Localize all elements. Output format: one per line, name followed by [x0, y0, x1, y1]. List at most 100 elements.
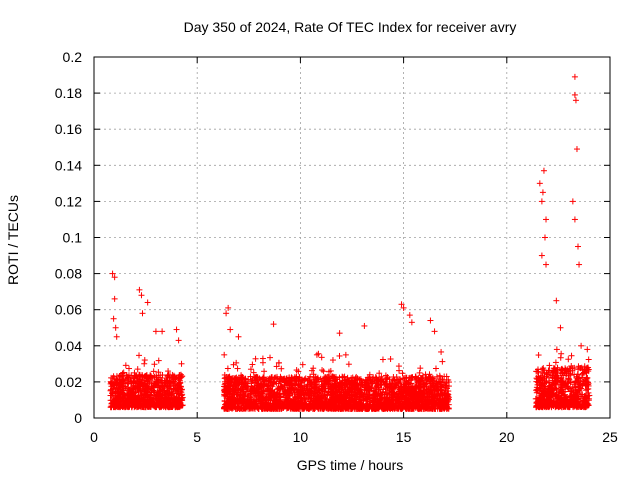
data-points — [107, 73, 593, 412]
data-point — [439, 358, 446, 365]
data-point — [126, 365, 133, 372]
data-point — [319, 367, 326, 374]
data-point — [267, 354, 274, 361]
y-tick-label: 0.1 — [63, 230, 83, 246]
data-point — [151, 361, 158, 368]
y-axis-label: ROTI / TECUs — [5, 195, 21, 285]
data-point — [252, 355, 259, 362]
data-point — [178, 373, 185, 380]
data-point — [558, 350, 565, 357]
data-point — [113, 333, 120, 340]
y-tick-label: 0.06 — [55, 302, 82, 318]
data-point — [152, 380, 159, 387]
data-point — [141, 357, 148, 364]
data-point — [345, 361, 352, 368]
data-point — [361, 322, 368, 329]
data-point — [571, 73, 578, 80]
data-point — [223, 310, 230, 317]
data-point — [535, 352, 542, 359]
data-point — [406, 312, 413, 319]
data-point — [173, 326, 180, 333]
axis-ticks — [93, 56, 611, 419]
data-point — [387, 355, 394, 362]
data-point — [175, 337, 182, 344]
data-point — [536, 180, 543, 187]
data-point — [247, 366, 254, 373]
x-tick-label: 10 — [293, 429, 309, 445]
data-point — [395, 363, 402, 370]
y-tick-label: 0.16 — [55, 121, 82, 137]
x-tick-label: 15 — [396, 429, 412, 445]
y-tick-label: 0.08 — [55, 266, 82, 282]
data-point — [152, 328, 159, 335]
y-tick-label: 0.02 — [55, 374, 82, 390]
data-point — [553, 346, 560, 353]
data-point — [336, 330, 343, 337]
data-point — [221, 351, 228, 358]
y-tick-label: 0.14 — [55, 157, 82, 173]
data-point — [110, 315, 117, 322]
data-point — [575, 243, 582, 250]
data-point — [259, 359, 266, 366]
x-tick-label: 20 — [499, 429, 515, 445]
data-point — [329, 357, 336, 364]
y-tick-label: 0 — [74, 410, 82, 426]
data-point — [438, 348, 445, 355]
data-point — [578, 342, 585, 349]
data-point — [315, 350, 322, 357]
data-point — [178, 360, 185, 367]
data-point — [136, 286, 143, 293]
data-point — [553, 297, 560, 304]
data-point — [112, 324, 119, 331]
data-point — [159, 328, 166, 335]
y-tick-label: 0.12 — [55, 193, 82, 209]
plot-frame — [93, 56, 611, 419]
data-point — [141, 360, 148, 367]
data-point — [431, 328, 438, 335]
chart-title: Day 350 of 2024, Rate Of TEC Index for r… — [184, 19, 517, 35]
data-point — [539, 189, 546, 196]
data-point — [427, 317, 434, 324]
data-point — [342, 351, 349, 358]
data-point — [538, 252, 545, 259]
data-point — [235, 333, 242, 340]
y-tick-label: 0.18 — [55, 85, 82, 101]
data-point — [144, 299, 151, 306]
data-point — [584, 346, 591, 353]
x-tick-label: 0 — [90, 429, 98, 445]
x-tick-label: 5 — [193, 429, 201, 445]
data-point — [543, 216, 550, 223]
data-point — [224, 365, 231, 372]
data-point — [261, 368, 268, 375]
y-tick-label: 0.04 — [55, 338, 82, 354]
data-point — [139, 310, 146, 317]
data-point — [569, 198, 576, 205]
x-axis-label: GPS time / hours — [297, 457, 404, 473]
data-point — [576, 261, 583, 268]
data-point — [565, 356, 572, 363]
data-point — [320, 368, 327, 375]
grid-lines — [94, 57, 610, 418]
x-tick-label: 25 — [602, 429, 618, 445]
data-point — [111, 295, 118, 302]
data-point — [552, 359, 559, 366]
data-point — [122, 362, 129, 369]
data-point — [572, 97, 579, 104]
data-point — [571, 216, 578, 223]
data-point — [543, 261, 550, 268]
data-point — [155, 357, 162, 364]
data-point — [571, 91, 578, 98]
data-point — [159, 372, 166, 379]
data-point — [336, 352, 343, 359]
data-point — [540, 167, 547, 174]
data-point — [568, 352, 575, 359]
data-point — [538, 198, 545, 205]
data-point — [138, 292, 145, 299]
data-point — [432, 365, 439, 372]
data-point — [417, 365, 424, 372]
data-point — [234, 365, 241, 372]
data-point — [120, 369, 127, 376]
data-point — [270, 321, 277, 328]
data-point — [136, 352, 143, 359]
